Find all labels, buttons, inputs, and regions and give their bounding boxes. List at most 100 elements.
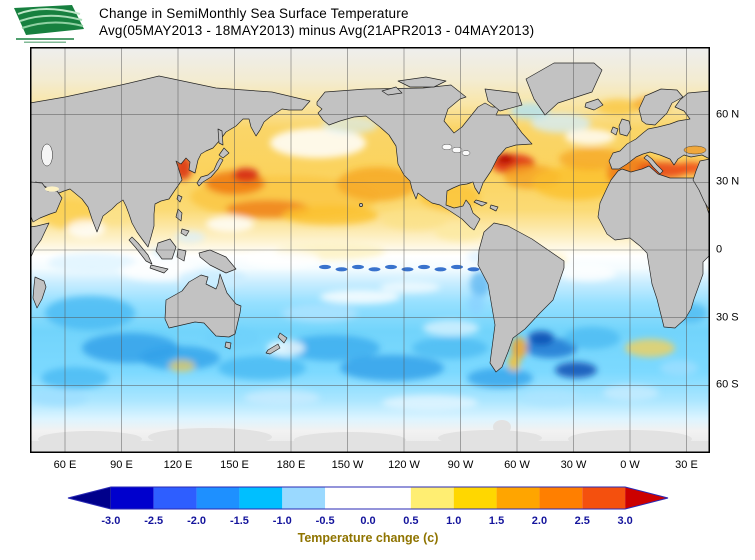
lat-tick-label: 0: [716, 243, 723, 256]
colorbar-tick-label: -0.5: [316, 515, 335, 527]
colorbar-tick-label: -3.0: [101, 515, 120, 527]
sst-anomaly-blob: [340, 355, 444, 381]
sst-anomaly-blob: [169, 360, 195, 372]
sst-anomaly-blob: [565, 129, 615, 145]
land-south-america: [477, 222, 565, 373]
logo-wave-3: [21, 21, 84, 29]
land-borneo: [155, 238, 177, 260]
sst-anomaly-blob: [531, 113, 591, 133]
great-lakes: [441, 143, 471, 156]
colorbar-tick-label: 3.0: [617, 515, 632, 527]
sst-anomaly-blob: [175, 231, 205, 243]
sst-anomaly-blob: [41, 367, 109, 389]
map-border: [30, 47, 710, 453]
lon-tick-label: 90 W: [447, 459, 474, 471]
equatorial-cold-tongue-dots: [319, 264, 480, 272]
sst-anomaly-blob: [528, 331, 554, 345]
world-map-heatmap: [30, 47, 710, 453]
sst-anomaly-blob: [140, 346, 220, 370]
lat-lon-gridlines: [30, 47, 710, 453]
chart-subtitle: Avg(05MAY2013 - 18MAY2013) minus Avg(21A…: [99, 23, 535, 38]
sst-anomaly-blob: [468, 293, 484, 315]
logo-flag-shape: [14, 5, 84, 35]
lon-tick-label: 120 E: [163, 459, 193, 471]
colorbar-arrow-right: [625, 487, 668, 509]
cold-tongue-dot: [352, 264, 364, 270]
lon-tick-label: 30 W: [560, 459, 587, 471]
land-japan-hokkaido: [218, 147, 230, 159]
land-greenland: [525, 62, 603, 116]
sst-anomaly-blob: [233, 168, 259, 182]
land-sulawesi: [176, 248, 187, 262]
land-hispaniola: [489, 204, 499, 212]
sst-anomaly-blob: [555, 362, 597, 378]
temperature-colorbar: -3.0 -2.5 -2.0 -1.5 -1.0 -0.5 0.0 0.5 1.0 1.5 2.0 2…: [67, 486, 669, 527]
cold-tongue-dot: [451, 264, 463, 270]
lon-tick-label: 90 E: [110, 459, 133, 471]
sst-anomaly-blob: [270, 128, 366, 158]
cold-tongue-dot: [434, 267, 447, 272]
sst-anomaly-blob: [496, 154, 514, 164]
colorbar-tick-label: -1.0: [273, 515, 292, 527]
sst-anomaly-blob: [625, 339, 675, 357]
sst-anomaly-blob: [435, 223, 485, 241]
lat-tick-label: 60 S: [716, 378, 739, 391]
lon-tick-label: 150 W: [331, 459, 364, 471]
persian-gulf: [45, 186, 59, 192]
colorbar-tick-label: 2.5: [575, 515, 590, 527]
lon-tick-label: 180 E: [276, 459, 306, 471]
sst-anomaly-blob: [337, 167, 417, 201]
land-madagascar: [32, 276, 47, 309]
colorbar-tick-label: -1.5: [230, 515, 249, 527]
land-java: [149, 264, 169, 274]
land-horn-of-africa: [30, 222, 50, 260]
colorbar-tick-label: -2.0: [187, 515, 206, 527]
sst-anomaly-blob: [412, 337, 488, 359]
land-sakhalin: [217, 128, 224, 146]
colorbar-tick-label: 0.0: [360, 515, 375, 527]
colorbar-caption: Temperature change (c): [297, 531, 439, 545]
chart-title: Change in SemiMonthly Sea Surface Temper…: [99, 6, 409, 21]
colorbar-cell: [282, 487, 326, 509]
land-australia: [164, 273, 242, 338]
land-cuba: [473, 199, 488, 207]
sst-anomaly-blob: [282, 304, 358, 322]
lon-tick-label: 0 W: [620, 459, 640, 471]
sst-anomaly-blob: [603, 385, 659, 401]
sst-anomaly-blob: [32, 390, 88, 406]
sst-anomaly-blob: [660, 360, 698, 376]
sst-anomaly-blob: [596, 99, 640, 115]
sst-anomaly-blob: [380, 281, 440, 293]
lat-tick-label: 60 N: [716, 108, 740, 121]
logo-wave-1: [17, 8, 81, 15]
land-new-guinea: [198, 249, 237, 274]
sst-anomaly-blob: [511, 337, 527, 359]
colorbar-cell: [539, 487, 583, 509]
cold-tongue-dot: [418, 264, 430, 270]
continents: [30, 62, 710, 373]
colorbar-cell: [110, 487, 154, 509]
sst-anomaly-blob: [320, 290, 400, 304]
colorbar-arrow-left: [68, 487, 111, 509]
agency-logo green-swoosh-icon: [14, 5, 84, 43]
cold-tongue-dot: [467, 267, 480, 272]
sst-anomaly-blob: [423, 320, 479, 336]
lon-tick-label: 150 E: [220, 459, 249, 471]
cold-tongue-dot: [385, 264, 397, 270]
sst-anomaly-blob: [523, 390, 579, 406]
lon-tick-label: 60 E: [53, 459, 77, 471]
land-japan-honshu: [196, 157, 224, 187]
land-eurasia: [30, 75, 311, 248]
sst-anomaly-blob: [218, 356, 306, 380]
sst-anomaly-blob: [467, 368, 533, 388]
land-arctic-islands-2: [381, 86, 403, 96]
colorbar-cell: [239, 487, 283, 509]
colorbar-tick-label: -2.5: [144, 515, 163, 527]
sst-anomaly-blob: [244, 251, 320, 267]
sst-anomaly-blob: [564, 327, 620, 349]
sst-anomaly-blob: [206, 216, 254, 232]
land-new-zealand-north: [277, 332, 288, 344]
logo-caption-line-2: [24, 41, 66, 43]
sst-anomaly-blob: [284, 335, 380, 361]
